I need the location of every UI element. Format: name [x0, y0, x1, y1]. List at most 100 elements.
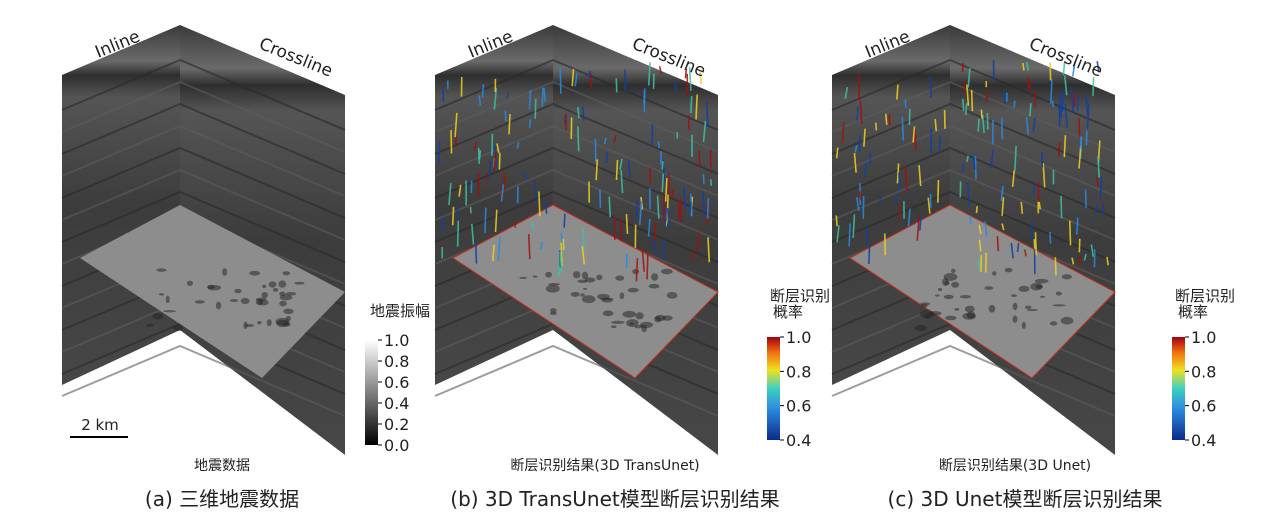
fault-mark — [559, 251, 563, 274]
fault-mark — [1029, 103, 1032, 117]
fault-mark — [934, 119, 938, 132]
fault-mark — [442, 86, 445, 103]
fault-mark — [664, 208, 668, 228]
fault-mark — [964, 103, 968, 116]
slice-texture — [545, 271, 552, 278]
fault-mark — [652, 73, 655, 89]
fault-mark — [528, 90, 532, 110]
fault-mark — [473, 141, 477, 151]
fault-mark — [937, 179, 940, 203]
fault-mark — [1049, 79, 1053, 105]
slice-texture — [1050, 321, 1058, 326]
slice-texture — [222, 268, 228, 276]
slice-texture — [580, 293, 585, 297]
fault-mark — [603, 137, 607, 145]
slice-texture — [1030, 282, 1043, 291]
slice-texture — [257, 320, 262, 325]
fault-mark — [1024, 249, 1027, 257]
slice-texture — [156, 268, 167, 272]
slice-texture — [1061, 274, 1072, 280]
fault-mark — [582, 229, 585, 252]
fault-mark — [1000, 117, 1004, 140]
fault-mark — [667, 173, 670, 198]
fault-mark — [451, 206, 455, 226]
slice-texture — [992, 271, 997, 276]
slice-texture — [570, 291, 580, 297]
reflector — [61, 80, 346, 153]
fault-mark — [1020, 201, 1024, 214]
fault-mark — [505, 92, 510, 99]
fault-mark — [491, 244, 495, 262]
fault-mark — [647, 218, 651, 237]
colorbar-tick-label: 0.6 — [384, 373, 409, 392]
fault-mark — [962, 98, 965, 112]
slice-texture — [929, 311, 942, 316]
reflector — [61, 322, 346, 395]
reflector — [434, 344, 719, 417]
slice-texture — [619, 292, 625, 300]
slice-texture — [581, 295, 596, 304]
caption: (a) 三维地震数据 — [145, 487, 299, 511]
colorbar-tick-label: 0.8 — [786, 362, 811, 381]
fault-mark — [497, 236, 501, 261]
reflector — [61, 102, 346, 175]
fault-mark — [1034, 232, 1038, 256]
fault-mark — [848, 223, 851, 247]
fault-mark — [508, 113, 511, 135]
slice-texture — [962, 312, 976, 320]
fault-mark — [539, 241, 544, 250]
fault-mark — [916, 216, 920, 241]
fault-mark — [1013, 100, 1016, 108]
fault-mark — [699, 71, 702, 85]
slice-texture — [262, 284, 267, 289]
slice-texture — [158, 293, 165, 296]
fault-mark — [1084, 189, 1087, 208]
reflector — [434, 58, 719, 131]
colorbar — [767, 337, 780, 440]
fault-mark — [605, 151, 609, 163]
fault-mark — [1025, 117, 1029, 135]
fault-mark — [677, 200, 681, 219]
fault-mark — [1078, 145, 1082, 169]
fault-mark — [1094, 204, 1099, 215]
colorbar — [1172, 337, 1185, 440]
fault-mark — [661, 173, 665, 193]
slice-texture — [272, 288, 279, 292]
slice-texture — [964, 305, 975, 313]
slice-texture — [545, 284, 560, 293]
fault-mark — [1063, 75, 1068, 96]
fault-mark — [487, 161, 492, 179]
reflector — [61, 190, 346, 263]
slice-texture — [635, 312, 644, 320]
slice-texture — [577, 279, 588, 283]
fault-mark — [571, 68, 575, 87]
slice-texture — [519, 276, 528, 279]
fault-mark — [1068, 220, 1072, 246]
fault-mark — [1061, 89, 1065, 113]
fault-mark — [907, 208, 911, 227]
slice-texture — [1026, 308, 1038, 311]
slice-texture — [294, 281, 305, 285]
fault-mark — [608, 196, 612, 218]
fault-mark — [984, 221, 988, 237]
caption: (c) 3D Unet模型断层识别结果 — [888, 487, 1163, 511]
slice-texture — [924, 315, 931, 319]
fault-mark — [864, 162, 867, 178]
fault-mark — [1001, 197, 1005, 216]
colorbar-title: 概率 — [1178, 303, 1208, 321]
fault-mark — [627, 159, 631, 179]
fault-mark — [493, 152, 497, 172]
fault-mark — [1049, 231, 1052, 244]
slice-texture — [548, 282, 561, 286]
fault-mark — [563, 213, 566, 228]
fault-mark — [852, 214, 856, 238]
fault-mark — [702, 121, 707, 143]
fault-mark — [858, 135, 862, 153]
fault-mark — [1083, 253, 1087, 261]
colorbar-tick-label: 0.0 — [384, 436, 409, 455]
colorbar-title: 地震振幅 — [370, 302, 430, 320]
fault-mark — [836, 225, 840, 243]
fault-mark — [1016, 242, 1020, 253]
